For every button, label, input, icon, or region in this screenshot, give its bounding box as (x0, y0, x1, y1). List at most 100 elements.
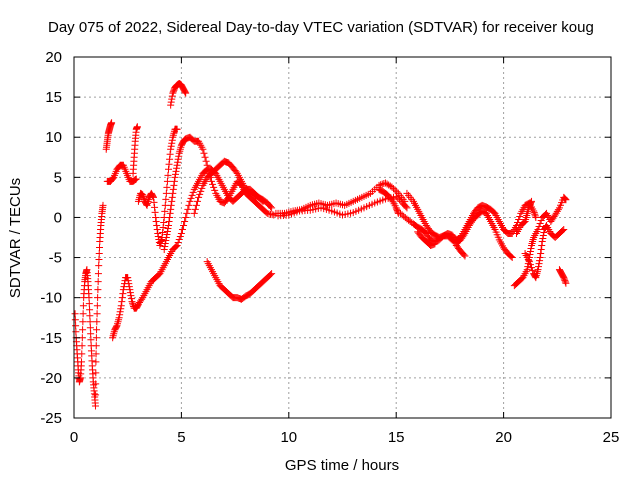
data-point (177, 229, 185, 237)
data-point (562, 279, 570, 287)
data-point (91, 402, 99, 410)
data-point (391, 186, 399, 194)
data-point (182, 213, 190, 221)
data-point (162, 195, 170, 203)
data-point (168, 139, 176, 147)
data-point (95, 250, 103, 258)
data-point (117, 305, 125, 313)
data-point (132, 175, 140, 183)
data-point (508, 254, 516, 262)
data-point (139, 191, 147, 199)
data-point (395, 196, 403, 204)
data-point (115, 314, 123, 322)
data-point (161, 240, 169, 248)
data-point (173, 242, 181, 250)
data-point (167, 142, 175, 150)
axis-ticks (73, 56, 612, 419)
data-point (175, 236, 183, 244)
data-point (170, 177, 178, 185)
data-point (92, 334, 100, 342)
data-point (95, 262, 103, 270)
data-point (168, 95, 176, 103)
series-s2 (102, 119, 116, 153)
data-point (527, 198, 535, 206)
data-point (165, 160, 173, 168)
series-s18 (510, 193, 570, 290)
data-point (140, 194, 148, 202)
data-point (194, 197, 202, 205)
data-point (551, 211, 559, 219)
data-point (182, 89, 190, 97)
data-point (162, 189, 170, 197)
series-s3 (103, 161, 140, 185)
data-point (95, 256, 103, 264)
x-tick-label: 5 (177, 429, 185, 446)
data-point (79, 318, 87, 326)
data-point (124, 274, 132, 282)
series-s5 (109, 165, 267, 342)
data-point (532, 213, 540, 221)
data-point (86, 312, 94, 320)
data-point (183, 209, 191, 217)
data-point (93, 326, 101, 334)
data-point (515, 215, 523, 223)
data-point (525, 258, 533, 266)
series-s12 (274, 193, 411, 220)
data-point (190, 209, 198, 217)
data-point (127, 295, 135, 303)
data-point (531, 210, 539, 218)
data-point (149, 193, 157, 201)
data-point (540, 228, 548, 236)
y-tick-label: -25 (40, 410, 62, 427)
data-point (529, 267, 537, 275)
data-point (164, 171, 172, 179)
data-point (153, 221, 161, 229)
data-point (160, 218, 168, 226)
series-s7 (167, 79, 190, 109)
series-s4 (129, 123, 141, 177)
data-point (525, 257, 533, 265)
data-point (159, 228, 167, 236)
data-point (168, 193, 176, 201)
data-point (118, 294, 126, 302)
data-point (167, 98, 175, 106)
data-point (539, 235, 547, 243)
data-point (93, 318, 101, 326)
data-point (118, 298, 126, 306)
data-point (161, 201, 169, 209)
data-point (561, 278, 569, 286)
data-point (163, 177, 171, 185)
data-point (124, 277, 132, 285)
data-point (125, 280, 133, 288)
data-point (536, 257, 544, 265)
data-point (172, 167, 180, 175)
data-point (394, 194, 402, 202)
y-tick-label: 10 (45, 129, 62, 146)
data-point (184, 205, 192, 213)
data-point (163, 183, 171, 191)
data-point (181, 217, 189, 225)
x-tick-labels: 0 5 10 15 20 25 (70, 429, 620, 446)
data-point (79, 310, 87, 318)
data-point (200, 149, 208, 157)
data-point (377, 181, 385, 189)
data-point (151, 208, 159, 216)
data-point (78, 358, 86, 366)
data-point (165, 217, 173, 225)
data-point (167, 205, 175, 213)
data-point (187, 194, 195, 202)
data-point (94, 270, 102, 278)
series-s14 (403, 189, 540, 244)
data-point (131, 176, 139, 184)
data-point (86, 306, 94, 314)
data-point (162, 237, 170, 245)
data-point (520, 218, 528, 226)
data-point (537, 216, 545, 224)
data-point (173, 164, 181, 172)
data-point (108, 119, 116, 127)
data-point (559, 226, 567, 234)
data-point (528, 197, 536, 205)
data-point (267, 271, 275, 279)
data-point (99, 201, 107, 209)
data-point (528, 264, 536, 272)
